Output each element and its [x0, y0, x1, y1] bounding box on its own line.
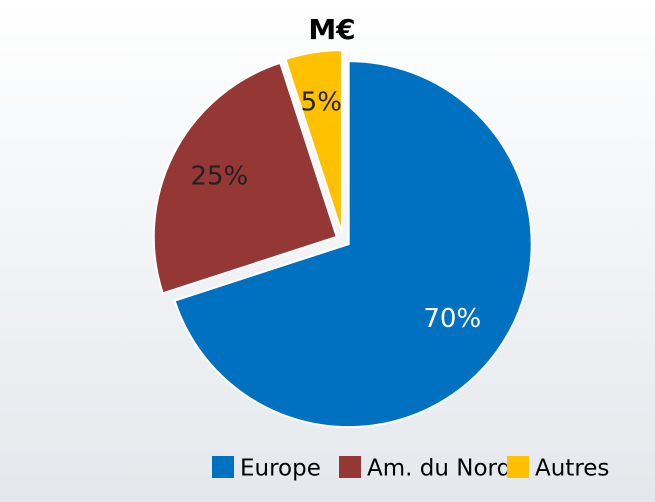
- legend-label: Europe: [240, 456, 321, 482]
- pie-slice: [173, 60, 533, 429]
- legend-swatch: [507, 456, 529, 478]
- data-label: 70%: [423, 304, 481, 334]
- legend-swatch: [212, 456, 234, 478]
- pie-slice: [152, 61, 339, 295]
- pie-slice: [284, 49, 343, 234]
- legend-label: Am. du Nord: [367, 456, 511, 482]
- data-label: 5%: [301, 87, 342, 117]
- chart-title: M€: [308, 13, 355, 46]
- legend-label: Autres: [535, 456, 609, 482]
- data-label: 25%: [190, 162, 248, 192]
- legend-swatch: [339, 456, 361, 478]
